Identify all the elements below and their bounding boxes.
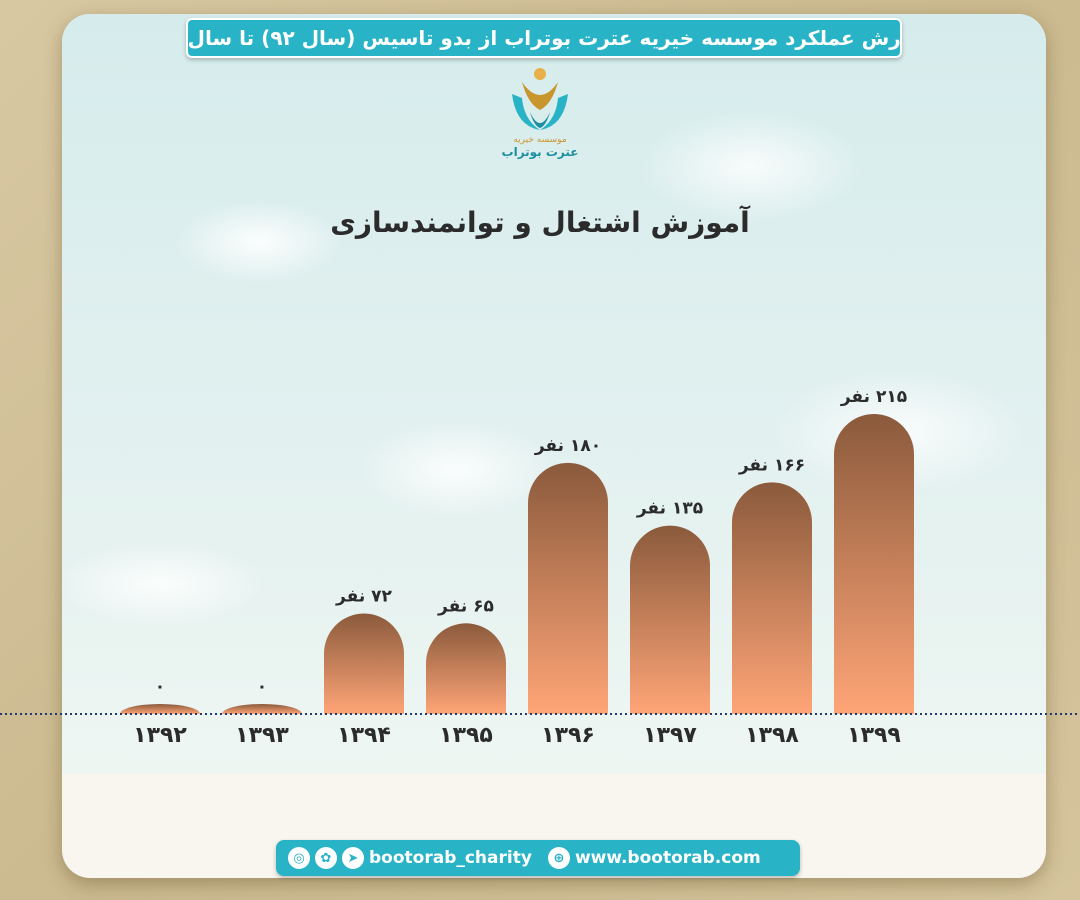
globe-icon: ⊕ bbox=[547, 847, 570, 869]
instagram-icon[interactable]: ◎ bbox=[288, 847, 310, 869]
category-label-4: ۱۳۹۶ bbox=[541, 723, 595, 748]
bar-4 bbox=[528, 462, 608, 714]
bar-3 bbox=[426, 623, 506, 714]
bar-2 bbox=[324, 613, 404, 714]
bar-6 bbox=[732, 482, 813, 714]
value-label-4: ۱۸۰ نفر bbox=[534, 436, 601, 456]
value-label-0: ۰ bbox=[155, 677, 165, 697]
website-link[interactable]: www.bootorab.com bbox=[574, 848, 761, 868]
category-label-7: ۱۳۹۹ bbox=[847, 723, 901, 748]
value-label-7: ۲۱۵ نفر bbox=[840, 387, 907, 407]
report-header-title: گزارش عملکرد موسسه خیریه عترت بوتراب از … bbox=[187, 26, 901, 50]
value-label-1: ۰ bbox=[257, 677, 267, 697]
category-label-1: ۱۳۹۳ bbox=[235, 723, 289, 748]
logo-line2: عترت بوتراب bbox=[502, 145, 579, 160]
category-label-0: ۱۳۹۲ bbox=[133, 723, 187, 748]
category-label-6: ۱۳۹۸ bbox=[745, 723, 799, 748]
social-handle[interactable]: bootorab_charity bbox=[369, 848, 532, 868]
report-header: گزارش عملکرد موسسه خیریه عترت بوتراب از … bbox=[186, 18, 902, 58]
bar-5 bbox=[630, 525, 710, 714]
footer-bar: ◎ ✿ ➤ bootorab_charity ⊕ www.bootorab.co… bbox=[276, 840, 800, 876]
bar-1 bbox=[222, 704, 302, 714]
logo-line1: موسسه خیریه bbox=[513, 135, 566, 145]
category-label-3: ۱۳۹۵ bbox=[439, 723, 493, 748]
bar-0 bbox=[120, 704, 200, 714]
category-label-5: ۱۳۹۷ bbox=[643, 723, 697, 748]
value-label-3: ۶۵ نفر bbox=[437, 596, 494, 616]
charity-logo: موسسه خیریه عترت بوتراب bbox=[502, 68, 579, 160]
category-label-2: ۱۳۹۴ bbox=[337, 723, 391, 748]
telegram-icon[interactable]: ➤ bbox=[342, 847, 364, 869]
value-label-6: ۱۶۶ نفر bbox=[738, 455, 805, 475]
value-label-5: ۱۳۵ نفر bbox=[636, 499, 703, 519]
chart-title: آموزش اشتغال و توانمندسازی bbox=[330, 206, 750, 239]
aparat-icon[interactable]: ✿ bbox=[315, 847, 337, 869]
value-label-2: ۷۲ نفر bbox=[335, 587, 393, 607]
bar-7 bbox=[834, 414, 914, 714]
